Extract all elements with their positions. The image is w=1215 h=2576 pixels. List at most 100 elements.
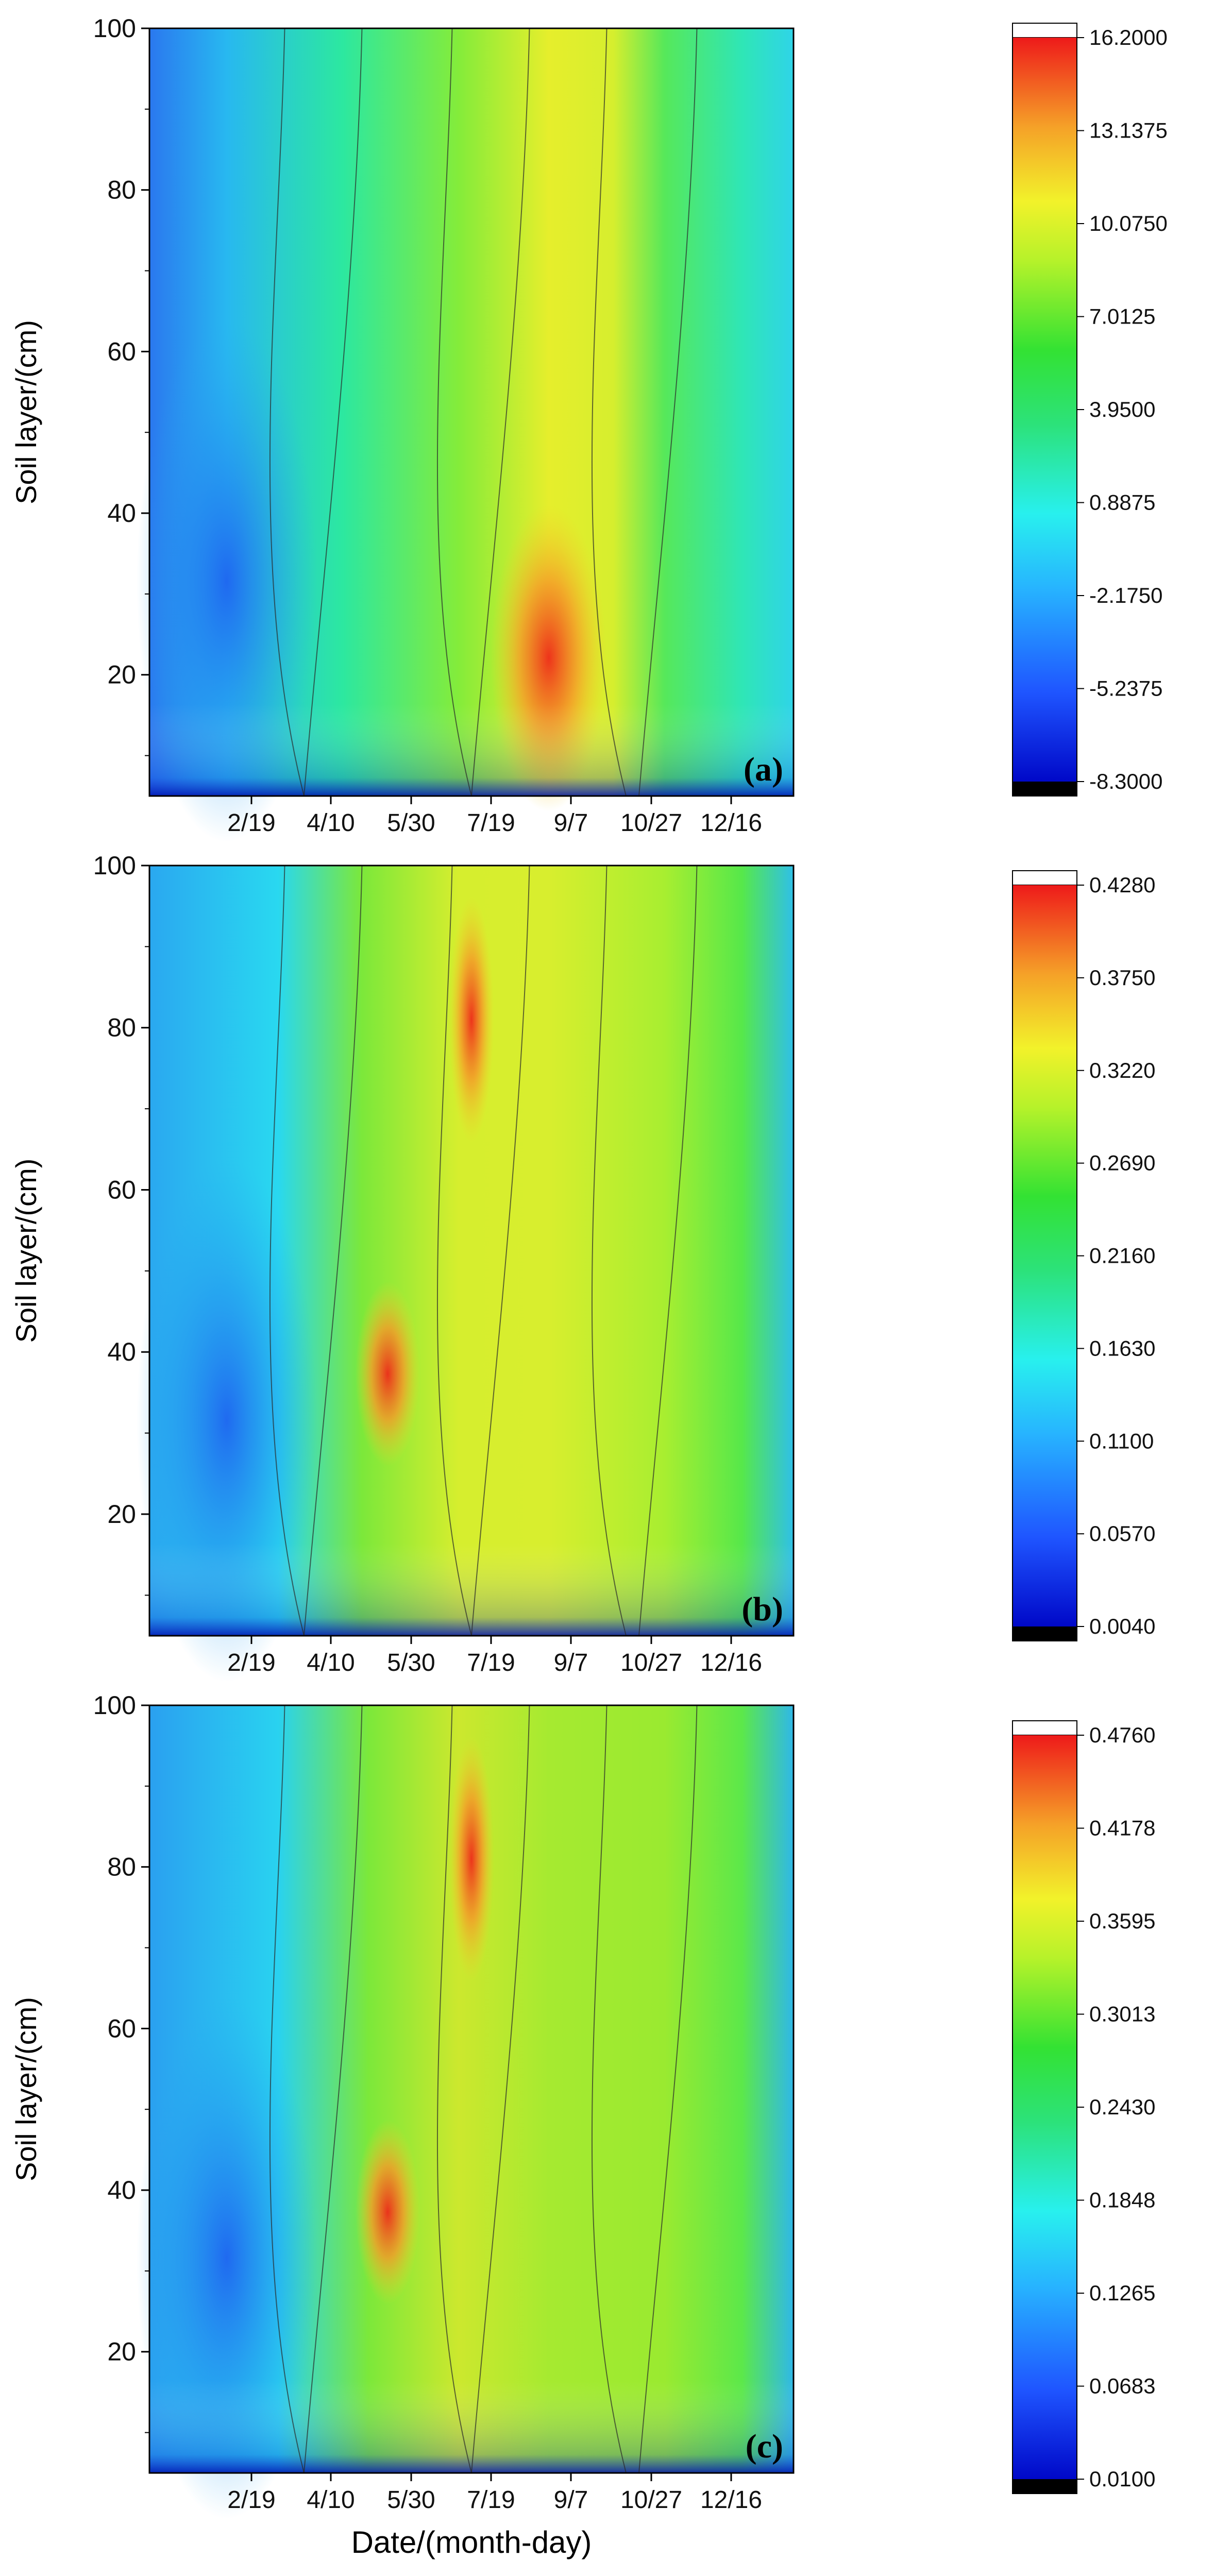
colorbar-under-cap (1012, 1626, 1077, 1641)
colorbar-tick-label: 0.0100 (1089, 2467, 1155, 2491)
y-tick-label: 80 (107, 1853, 136, 1882)
colorbar-tick-label: 0.4760 (1089, 1723, 1155, 1747)
x-tick-label: 9/7 (554, 2486, 588, 2514)
contour-line (436, 28, 472, 796)
colorbar-tick-label: 0.2430 (1089, 2095, 1155, 2119)
colorbar-tick-label: 0.4280 (1089, 873, 1155, 897)
contour-line (269, 1705, 305, 2473)
y-tick-label: 40 (107, 1337, 136, 1366)
contour-line (471, 1705, 530, 2473)
x-tick-label: 7/19 (467, 2486, 515, 2514)
panel-label: (a) (744, 751, 783, 788)
y-axis-title: Soil layer/(cm) (10, 1997, 42, 2181)
colorbar-tick-label: 0.0570 (1089, 1521, 1155, 1546)
colorbar-tick-label: 0.8875 (1089, 490, 1155, 515)
x-tick-label: 5/30 (387, 809, 435, 837)
colorbar-tick-label: 0.3595 (1089, 1909, 1155, 1933)
colorbar-tick-label: 0.1265 (1089, 2281, 1155, 2305)
y-tick-label: 60 (107, 1175, 136, 1204)
colorbar-tick-label: 0.1630 (1089, 1336, 1155, 1360)
colorbar-tick-label: 0.3013 (1089, 2002, 1155, 2026)
colorbar-tick-label: 0.3220 (1089, 1058, 1155, 1082)
x-tick-label: 4/10 (307, 2486, 355, 2514)
y-tick-label: 80 (107, 1013, 136, 1042)
x-tick-label: 5/30 (387, 1649, 435, 1676)
contour-line (638, 865, 698, 1636)
colorbar-tick-label: 0.2160 (1089, 1244, 1155, 1268)
colorbar-tick-label: 0.1848 (1089, 2188, 1155, 2212)
x-tick-label: 9/7 (554, 1649, 588, 1676)
x-tick-label: 10/27 (620, 1649, 682, 1676)
colorbar-over-cap (1012, 23, 1077, 38)
x-tick-label: 9/7 (554, 809, 588, 837)
plot-frame (148, 27, 795, 797)
x-axis-title: Date/(month-day) (351, 2525, 592, 2560)
wet-region (356, 1281, 420, 1467)
colorbar-tick-label: 10.0750 (1089, 211, 1168, 235)
colorbar-tick-label: -8.3000 (1089, 769, 1162, 793)
surface-band (149, 2381, 794, 2473)
wet-region (449, 1736, 494, 1982)
contour-line (269, 865, 305, 1636)
x-tick-label: 12/16 (700, 809, 762, 837)
y-tick-label: 60 (107, 337, 136, 366)
colorbar-tick-label: 0.0683 (1089, 2374, 1155, 2398)
panel-3: 20 40 60 80 100 2/19 4/10 5/30 7/19 9/7 10/27 12/16… (10, 1691, 1155, 2560)
x-tick-label: 4/10 (307, 809, 355, 837)
colorbar-under-cap (1012, 782, 1077, 796)
wet-region (449, 896, 494, 1143)
colorbar-tick-label: 13.1375 (1089, 118, 1168, 143)
contour-line (303, 1705, 363, 2473)
y-tick-label: 60 (107, 2014, 136, 2043)
contour-line (591, 28, 627, 796)
contour-line (638, 28, 698, 796)
panel-label: (c) (746, 2428, 783, 2465)
y-tick-label: 100 (93, 1691, 136, 1720)
contour-line (591, 865, 627, 1636)
x-tick-label: 7/19 (467, 809, 515, 837)
panel-label: (b) (741, 1590, 783, 1628)
colorbar-over-cap (1012, 1720, 1077, 1736)
y-axis-title: Soil layer/(cm) (10, 320, 42, 504)
x-tick-label: 2/19 (227, 809, 275, 837)
x-tick-label: 7/19 (467, 1649, 515, 1676)
contour-line (269, 28, 305, 796)
y-tick-label: 80 (107, 176, 136, 205)
colorbar-tick-label: 0.1100 (1089, 1429, 1154, 1453)
y-tick-label: 40 (107, 2176, 136, 2205)
colorbar-over-cap (1012, 870, 1077, 886)
contour-line (471, 28, 530, 796)
colorbar-tick-label: 0.2690 (1089, 1151, 1155, 1175)
y-axis-title: Soil layer/(cm) (10, 1159, 42, 1343)
panel-2: 20 40 60 80 100 2/19 4/10 5/30 7/19 9/7 10/27 12/16… (10, 851, 1155, 1682)
y-tick-label: 20 (107, 2337, 136, 2366)
contour-line (303, 28, 363, 796)
colorbar-gradient (1012, 38, 1077, 782)
colorbar-tick-label: -5.2375 (1089, 676, 1162, 701)
x-tick-label: 12/16 (700, 2486, 762, 2514)
surface-band (149, 1543, 794, 1636)
contour-line (436, 865, 472, 1636)
contour-line (471, 865, 530, 1636)
plot-frame (148, 865, 795, 1637)
colorbar: 16.2000 13.1375 10.0750 7.0125 3.9500 0.8875 -… (1012, 23, 1168, 796)
contour-line (436, 1705, 472, 2473)
colorbar: 0.4760 0.4178 0.3595 0.3013 0.2430 0.1848 0.12… (1012, 1720, 1155, 2494)
y-tick-label: 40 (107, 499, 136, 528)
x-tick-label: 10/27 (620, 809, 682, 837)
colorbar-tick-label: 0.4178 (1089, 1816, 1155, 1840)
contour-line (303, 865, 363, 1636)
x-tick-label: 5/30 (387, 2486, 435, 2514)
x-tick-label: 2/19 (227, 1649, 275, 1676)
contour-line (591, 1705, 627, 2473)
x-tick-label: 4/10 (307, 1649, 355, 1676)
colorbar-tick-label: 0.3750 (1089, 965, 1155, 990)
colorbar-under-cap (1012, 2479, 1077, 2494)
x-tick-label: 12/16 (700, 1649, 762, 1676)
colorbar-tick-label: 3.9500 (1089, 397, 1155, 421)
colorbar: 0.4280 0.3750 0.3220 0.2690 0.2160 0.1630 0.11… (1012, 870, 1155, 1641)
plot-frame (148, 1704, 795, 2474)
y-tick-label: 20 (107, 660, 136, 689)
colorbar-tick-label: 0.0040 (1089, 1614, 1155, 1638)
